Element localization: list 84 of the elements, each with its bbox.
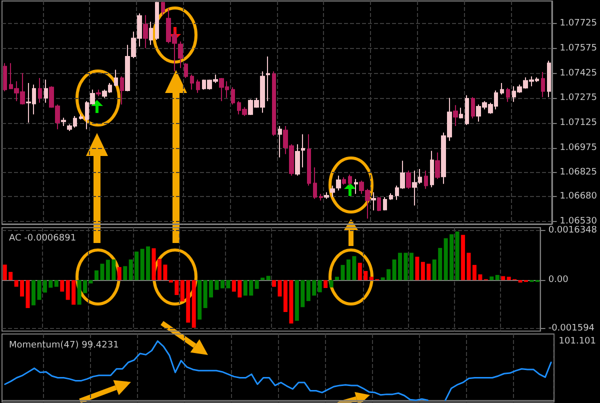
candlestick (301, 134, 305, 168)
y-tick-label: 1.06825 (560, 168, 597, 178)
candlestick (155, 1, 159, 40)
candlestick (377, 196, 381, 212)
candlestick (38, 77, 42, 104)
candlestick (459, 107, 463, 119)
candlestick (178, 41, 183, 69)
candlestick (383, 196, 387, 211)
candlestick (61, 117, 66, 126)
bar (260, 278, 265, 280)
candlestick (307, 134, 311, 186)
candlestick (500, 82, 504, 96)
bar (88, 280, 93, 284)
candlestick (406, 170, 411, 190)
bar (192, 280, 196, 328)
y-tick-label: 1.07125 (560, 118, 597, 128)
candlestick (184, 62, 188, 78)
candlestick (120, 76, 124, 105)
candlestick (114, 69, 118, 87)
y-tick-label: -0.001594 (548, 324, 595, 334)
bar (123, 266, 128, 280)
chart-title: Momentum(47) 99.4231 (9, 340, 119, 350)
candlestick (96, 89, 101, 97)
bar (409, 252, 414, 280)
candlestick (453, 104, 458, 126)
candlestick (161, 1, 165, 16)
y-tick-label: 1.06530 (560, 216, 598, 226)
bar (318, 280, 322, 292)
bar (272, 280, 276, 287)
bar (324, 280, 328, 288)
bar (501, 276, 506, 280)
candlestick (278, 125, 282, 158)
candlestick (547, 60, 551, 98)
candlestick (319, 193, 323, 201)
candlestick (330, 185, 335, 198)
bar (490, 276, 494, 280)
y-tick-label: 0.00 (548, 275, 569, 286)
candlestick (371, 192, 376, 211)
y-tick-label: 0.0016348 (548, 225, 598, 236)
bar (266, 276, 270, 280)
candlestick (272, 70, 276, 136)
candlestick (79, 114, 83, 120)
candlestick (465, 94, 469, 126)
candlestick (541, 72, 545, 98)
bar (415, 256, 420, 280)
candlestick (336, 175, 341, 192)
candlestick (389, 192, 393, 200)
bar (335, 276, 340, 280)
y-tick-label: 1.07575 (560, 44, 597, 54)
y-tick-label: 1.07425 (560, 68, 597, 78)
candlestick (435, 152, 440, 180)
bar (329, 280, 334, 288)
y-tick-label: 1.07725 (560, 18, 597, 29)
bar (455, 232, 460, 280)
bar (26, 280, 30, 308)
bar (60, 280, 64, 292)
candlestick (424, 170, 428, 190)
candlestick (149, 21, 153, 46)
candlestick (348, 174, 352, 186)
candlestick (313, 166, 317, 200)
candlestick (231, 86, 235, 105)
text: AC -0.0006891 (9, 234, 76, 244)
text: 101.101 (558, 336, 596, 346)
candlestick (295, 144, 300, 176)
candlestick (506, 87, 510, 102)
bar (54, 280, 58, 287)
candlestick (3, 62, 7, 92)
bar (495, 274, 500, 280)
bar (117, 267, 122, 280)
candlestick (324, 192, 329, 200)
candlestick (44, 79, 48, 104)
candlestick (354, 178, 358, 194)
y-tick-label: 1.06680 (560, 192, 598, 202)
y-tick-label: 1.06975 (560, 142, 597, 153)
candlestick (196, 79, 200, 94)
candlestick (266, 56, 270, 102)
bar (254, 280, 259, 289)
y-tick-label: 1.07275 (560, 93, 597, 104)
bar (198, 280, 202, 320)
candlestick (342, 176, 346, 186)
candlestick (430, 150, 434, 188)
candlestick (143, 14, 148, 49)
candlestick (190, 74, 194, 90)
candlestick (471, 96, 475, 119)
